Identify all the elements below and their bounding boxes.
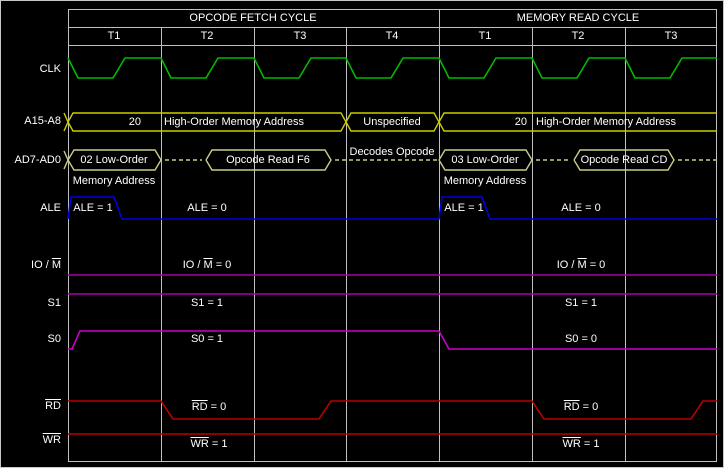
a15-a8-bus	[63, 112, 717, 132]
ale-annotation: ALE = 0	[561, 202, 601, 214]
signal-label-s0: S0	[47, 333, 61, 345]
a15-a8-read-value: 20	[514, 116, 527, 128]
s0-annotation: S0 = 0	[564, 333, 598, 345]
ale-annotation: ALE = 1	[444, 202, 484, 214]
ad7-ad0-fetch-addr-sub: Memory Address	[72, 175, 156, 187]
clk-waveform	[67, 57, 717, 79]
ale-annotation: ALE = 1	[73, 202, 113, 214]
ad7-ad0-t4-note: Decodes Opcode	[349, 146, 435, 158]
s1-annotation: S1 = 1	[564, 297, 598, 309]
signal-label-wr: WR	[42, 434, 61, 446]
io-m-annotation: IO / M = 0	[556, 259, 606, 271]
t-state-header: T1	[478, 30, 492, 42]
t-state-header: T2	[571, 30, 585, 42]
signal-label-rd: RD	[45, 400, 61, 412]
rd-annotation: RD = 0	[191, 401, 227, 413]
cycle-header-opcode-fetch: OPCODE FETCH CYCLE	[189, 12, 317, 24]
s0-annotation: S0 = 1	[190, 333, 224, 345]
signal-label-s1: S1	[47, 297, 61, 309]
ad7-ad0-fetch-addr: 02 Low-Order	[80, 154, 148, 166]
t-state-header: T2	[200, 30, 214, 42]
wr-annotation: WR = 1	[190, 438, 228, 450]
ad7-ad0-fetch-data: Opcode Read F6	[226, 154, 310, 166]
grid-lines	[68, 9, 717, 462]
t-state-header: T1	[107, 30, 121, 42]
a15-a8-t4-text: Unspecified	[363, 116, 421, 128]
ale-annotation: ALE = 0	[187, 202, 227, 214]
signal-label-ale: ALE	[40, 202, 61, 214]
io-m-annotation: IO / M = 0	[182, 259, 232, 271]
a15-a8-fetch-text: High-Order Memory Address	[164, 116, 304, 128]
signal-label-ad7-ad0: AD7-AD0	[14, 154, 61, 166]
a15-a8-fetch-value: 20	[128, 116, 141, 128]
ad7-ad0-read-addr: 03 Low-Order	[451, 154, 519, 166]
ad7-ad0-read-addr-sub: Memory Address	[443, 175, 527, 187]
ad7-ad0-read-data: Opcode Read CD	[580, 154, 668, 166]
signal-label-clk: CLK	[39, 63, 61, 75]
s1-annotation: S1 = 1	[190, 297, 224, 309]
rd-waveform	[68, 400, 717, 420]
ale-waveform	[67, 196, 717, 220]
rd-annotation: RD = 0	[563, 401, 599, 413]
ad7-ad0-bus	[63, 149, 675, 171]
t-state-header: T4	[385, 30, 399, 42]
t-state-header: T3	[293, 30, 307, 42]
cycle-header-memory-read: MEMORY READ CYCLE	[516, 12, 640, 24]
s0-waveform	[68, 330, 717, 350]
a15-a8-read-text: High-Order Memory Address	[536, 116, 676, 128]
wr-annotation: WR = 1	[562, 438, 600, 450]
signal-label-a15-a8: A15-A8	[24, 115, 61, 127]
signal-label-io-m: IO / M	[31, 259, 61, 271]
t-state-header: T3	[664, 30, 678, 42]
